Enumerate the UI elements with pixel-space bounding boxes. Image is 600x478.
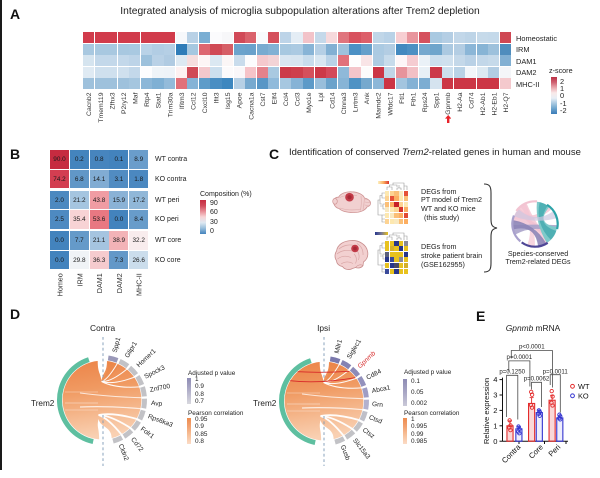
svg-text:Rps24: Rps24	[422, 92, 429, 112]
svg-text:Homeo: Homeo	[56, 273, 65, 296]
svg-text:Mamdc2: Mamdc2	[376, 92, 383, 118]
svg-text:Lrrtm3: Lrrtm3	[353, 92, 360, 112]
svg-text:Stat1: Stat1	[156, 92, 163, 108]
svg-text:4: 4	[493, 375, 497, 384]
svg-text:Myo1e: Myo1e	[306, 92, 313, 113]
svg-text:Maf: Maf	[133, 92, 140, 103]
svg-text:H2-Q7: H2-Q7	[503, 92, 510, 112]
svg-text:H2-Ab1: H2-Ab1	[480, 92, 487, 115]
svg-text:Gpnmb mRNA: Gpnmb mRNA	[506, 323, 561, 333]
svg-text:Trim30a: Trim30a	[167, 92, 174, 117]
svg-text:Isg15: Isg15	[225, 92, 232, 109]
svg-text:p=0.0001: p=0.0001	[507, 354, 533, 361]
svg-text:DAM1: DAM1	[95, 273, 104, 293]
svg-text:Cst7: Cst7	[260, 92, 267, 106]
svg-text:Cxcl10: Cxcl10	[202, 92, 209, 113]
svg-text:Ccl3: Ccl3	[295, 92, 302, 106]
svg-text:Zfhx3: Zfhx3	[109, 92, 116, 109]
svg-text:Ftl1: Ftl1	[399, 92, 406, 104]
svg-text:1: 1	[493, 421, 497, 430]
svg-text:Apoe: Apoe	[237, 92, 244, 108]
svg-text:p<0.0001: p<0.0001	[519, 344, 545, 351]
svg-text:KO: KO	[578, 392, 589, 401]
svg-text:H2-Eb1: H2-Eb1	[491, 92, 498, 115]
svg-text:Core: Core	[527, 443, 545, 461]
svg-text:Ifit3: Ifit3	[214, 92, 221, 103]
svg-text:Peri: Peri	[546, 442, 562, 458]
svg-text:Spp1: Spp1	[434, 92, 441, 108]
svg-text:P2ry12: P2ry12	[121, 92, 128, 114]
svg-text:Contra: Contra	[500, 442, 523, 465]
svg-text:Gpnmb: Gpnmb	[445, 92, 452, 115]
svg-text:Ank: Ank	[364, 92, 371, 104]
svg-text:Ifitm3: Ifitm3	[179, 92, 186, 109]
svg-text:3: 3	[493, 391, 497, 400]
svg-text:Lpl: Lpl	[318, 92, 325, 102]
svg-text:Wfdc17: Wfdc17	[387, 92, 394, 115]
svg-text:0: 0	[493, 437, 497, 446]
svg-text:Ccl12: Ccl12	[190, 92, 197, 110]
svg-text:p=0.1250: p=0.1250	[499, 368, 525, 375]
svg-text:Relative expression: Relative expression	[482, 378, 491, 444]
svg-text:Ctnna3: Ctnna3	[341, 92, 348, 114]
svg-text:MHC-II: MHC-II	[135, 273, 144, 296]
svg-text:p=0.0011: p=0.0011	[543, 368, 569, 375]
svg-text:H2-Aa: H2-Aa	[457, 92, 464, 111]
svg-text:Ccl4: Ccl4	[283, 92, 290, 106]
svg-text:Cd14: Cd14	[329, 92, 336, 108]
svg-text:p=0.0062: p=0.0062	[524, 375, 550, 382]
svg-text:IRM: IRM	[75, 273, 84, 286]
svg-text:Cacna1a: Cacna1a	[248, 92, 255, 119]
svg-text:Cacnb2: Cacnb2	[86, 92, 93, 116]
svg-text:Elf4: Elf4	[271, 92, 278, 104]
svg-text:Fth1: Fth1	[410, 92, 417, 106]
svg-text:Tmem119: Tmem119	[98, 92, 105, 122]
svg-text:Rtp4: Rtp4	[144, 92, 151, 107]
svg-text:DAM2: DAM2	[115, 273, 124, 293]
svg-text:WT: WT	[578, 382, 590, 391]
svg-text:2: 2	[493, 406, 497, 415]
svg-text:Cd74: Cd74	[468, 92, 475, 108]
